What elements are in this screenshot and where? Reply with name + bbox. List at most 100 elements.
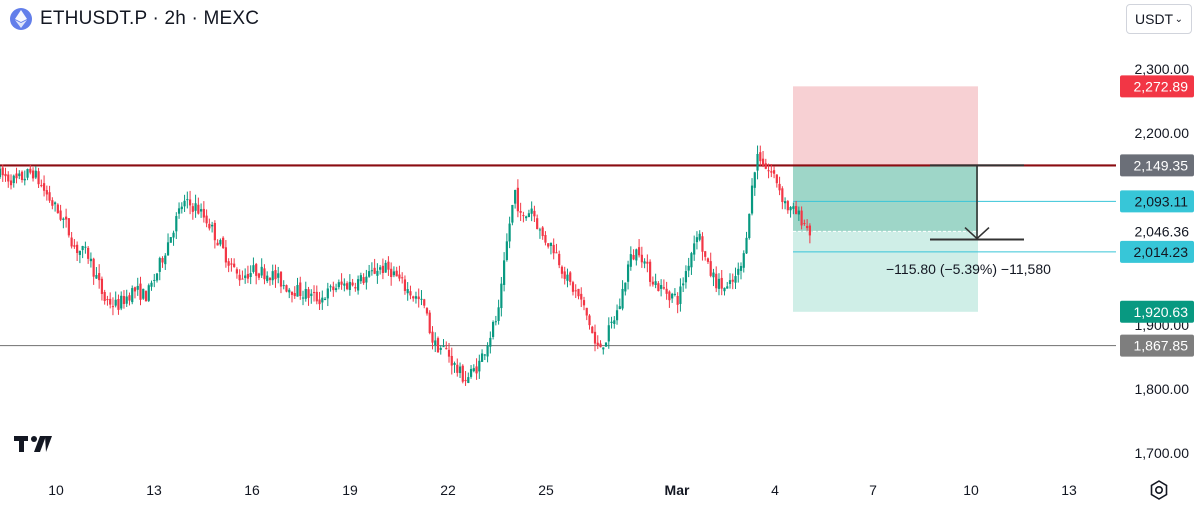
candle	[279, 271, 283, 287]
candle	[114, 299, 117, 306]
candle	[111, 306, 115, 308]
candle	[95, 275, 98, 279]
candle	[580, 293, 583, 300]
candle	[806, 225, 809, 229]
candle	[756, 153, 759, 171]
candle	[131, 288, 134, 303]
candle	[563, 271, 566, 279]
candle	[489, 337, 492, 347]
symbol-header[interactable]: ETHUSDT.P · 2h · MEXC	[10, 6, 259, 32]
candle	[494, 321, 497, 323]
candle	[654, 281, 657, 286]
candle	[412, 296, 415, 299]
candle	[23, 178, 26, 181]
candle	[98, 273, 101, 281]
candle	[78, 250, 81, 255]
candle	[183, 200, 186, 207]
candle	[103, 291, 106, 302]
candle	[442, 346, 445, 348]
candle	[299, 282, 302, 297]
candle	[469, 368, 473, 377]
candle	[541, 227, 544, 237]
candle	[552, 244, 555, 254]
candle	[527, 213, 531, 218]
candle	[379, 267, 382, 270]
currency-value: USDT	[1135, 11, 1174, 27]
candle	[497, 307, 500, 321]
candle	[682, 283, 685, 286]
candle	[208, 223, 211, 229]
candle	[434, 340, 437, 346]
candle	[607, 325, 610, 342]
candle	[753, 172, 756, 188]
candle	[635, 249, 638, 261]
candle	[381, 265, 385, 273]
candle	[803, 223, 806, 225]
candle	[742, 253, 745, 268]
candle	[175, 216, 178, 232]
candle	[761, 158, 765, 166]
candle	[500, 283, 503, 309]
x-tick-label: 25	[538, 482, 554, 498]
candle	[428, 312, 431, 334]
candle	[274, 270, 277, 280]
tradingview-logo-icon[interactable]	[14, 434, 54, 459]
candle	[514, 189, 517, 204]
candle	[312, 292, 316, 294]
candle	[304, 288, 307, 299]
candle	[7, 174, 10, 182]
candle	[781, 188, 784, 203]
candle	[246, 273, 250, 279]
candle	[351, 282, 354, 286]
stop-price-label: 2,272.89	[1134, 78, 1189, 94]
candle	[739, 266, 743, 271]
candle	[252, 265, 255, 272]
candle	[368, 271, 371, 277]
candle	[525, 216, 528, 219]
candle	[734, 276, 737, 283]
candle	[505, 241, 508, 261]
candle	[450, 355, 453, 366]
candle	[29, 168, 32, 173]
candle	[406, 289, 409, 294]
stop-price-box	[1120, 75, 1194, 98]
candle	[726, 286, 729, 289]
gear-icon[interactable]	[1147, 478, 1171, 507]
candle	[690, 253, 693, 268]
x-tick-label: 13	[146, 482, 162, 498]
candle	[618, 306, 621, 310]
candle	[37, 171, 40, 185]
candle	[164, 255, 167, 265]
x-tick-label: 19	[342, 482, 358, 498]
x-tick-label: 10	[48, 482, 64, 498]
candle	[723, 287, 726, 292]
candle	[197, 204, 200, 214]
candle	[417, 296, 420, 300]
support-price-box	[1120, 334, 1194, 357]
candle	[467, 377, 470, 383]
candle	[357, 279, 360, 291]
candle	[624, 282, 627, 292]
candle	[772, 170, 776, 174]
candle	[591, 326, 594, 334]
candle	[144, 291, 148, 302]
candle	[271, 271, 274, 281]
candle	[574, 290, 577, 292]
candle	[530, 208, 533, 214]
candle	[216, 242, 219, 246]
candle	[202, 208, 205, 218]
x-tick-label: 7	[869, 482, 877, 498]
candle	[684, 271, 688, 283]
candle	[122, 296, 126, 305]
measure-label: −115.80 (−5.39%) −11,580	[886, 261, 1051, 277]
currency-selector[interactable]: USDT ⌄	[1126, 4, 1192, 34]
candle	[326, 288, 329, 299]
candle	[34, 170, 37, 178]
candle	[329, 286, 332, 288]
candle	[720, 277, 723, 289]
candle	[621, 288, 624, 309]
candle	[491, 321, 495, 337]
candle	[84, 246, 87, 248]
candle	[142, 288, 145, 299]
